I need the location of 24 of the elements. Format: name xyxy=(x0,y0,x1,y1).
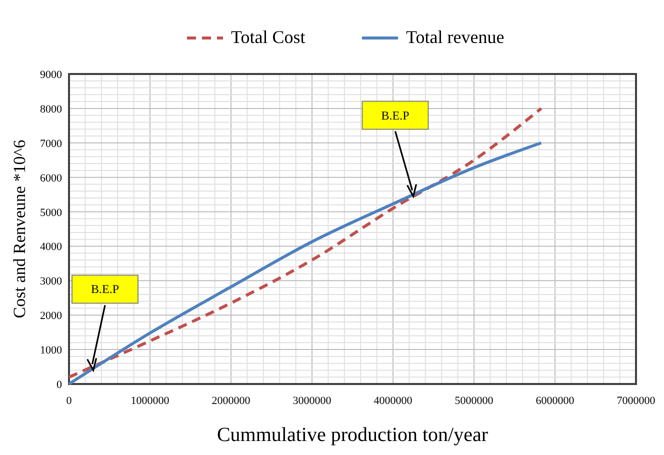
y-tick-label: 4000 xyxy=(40,241,62,254)
y-tick-label: 5000 xyxy=(40,206,62,219)
y-axis-title: Cost and Renveune *10^6 xyxy=(10,140,29,318)
y-tick-label: 1000 xyxy=(40,344,62,357)
x-tick-label: 5000000 xyxy=(454,395,494,407)
x-tick-label: 4000000 xyxy=(374,395,413,407)
x-axis-title: Cummulative production ton/year xyxy=(216,424,488,446)
x-tick-label: 3000000 xyxy=(292,395,332,407)
y-tick-label: 3000 xyxy=(40,276,62,288)
y-tick-label: 6000 xyxy=(40,172,62,184)
annotation: B.E.P xyxy=(381,108,410,122)
legend-label: Total Cost xyxy=(231,27,306,47)
y-tick-label: 7000 xyxy=(40,138,62,150)
annotation: B.E.P xyxy=(90,282,120,296)
x-tick-label: 0 xyxy=(66,395,72,407)
x-tick-label: 1000000 xyxy=(130,395,170,407)
y-tick-label: 0 xyxy=(56,379,62,391)
x-tick-label: 6000000 xyxy=(536,395,575,407)
x-tick-label: 2000000 xyxy=(212,395,251,407)
y-tick-label: 8000 xyxy=(40,103,62,116)
x-tick-label: 7000000 xyxy=(616,395,656,407)
legend-label: Total revenue xyxy=(406,27,504,47)
y-tick-label: 2000 xyxy=(40,310,62,322)
y-tick-label: 9000 xyxy=(40,69,62,81)
